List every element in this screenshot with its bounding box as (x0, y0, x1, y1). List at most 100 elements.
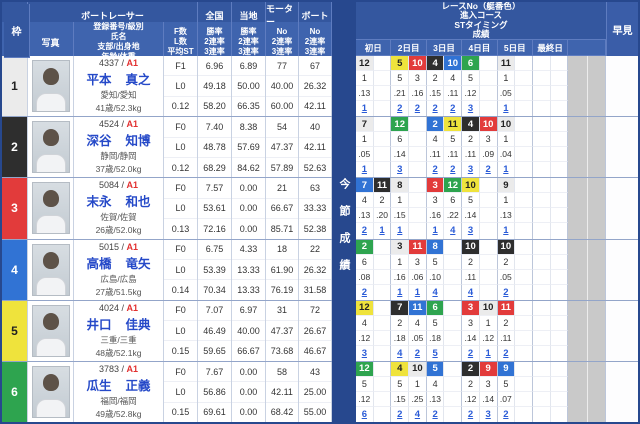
result-link[interactable]: 3 (485, 409, 491, 420)
result-cell (374, 101, 392, 117)
name-first: 和也 (125, 195, 151, 210)
result-link[interactable]: 4 (432, 286, 438, 298)
st-timing-cell (479, 269, 498, 285)
racer-name-link[interactable]: 深谷 知博 (86, 130, 150, 149)
quick-view-header: 早見 (606, 2, 638, 56)
race-no-cell: 4 (426, 56, 445, 72)
race-no-cell (479, 56, 498, 72)
race-no-cell (479, 239, 498, 255)
racer-name-link[interactable]: 末永 和也 (86, 191, 150, 210)
entry-course-cell: 4 (409, 315, 427, 331)
entry-course-cell (479, 193, 498, 209)
result-link[interactable]: 1 (397, 225, 403, 237)
race-no-cell: 10 (462, 178, 480, 194)
result-link[interactable]: 1 (503, 103, 509, 115)
motor-stats: 31 47.37 73.68 (266, 300, 299, 361)
racer-name-link[interactable]: 平本 真之 (86, 69, 150, 88)
result-link[interactable]: 2 (467, 347, 474, 359)
boat-stats: 67 26.32 42.11 (299, 56, 332, 117)
result-link[interactable]: 1 (361, 103, 367, 115)
result-link[interactable]: 1 (361, 164, 367, 176)
result-link[interactable]: 1 (379, 225, 385, 237)
registration-class: 3783 / A1 (99, 364, 138, 374)
result-link[interactable]: 2 (432, 164, 438, 176)
race-no-cell: 8 (426, 239, 445, 255)
result-link[interactable]: 1 (485, 347, 491, 359)
result-link[interactable]: 2 (450, 103, 456, 115)
result-link[interactable]: 1 (432, 225, 438, 237)
entry-course-cell: 6 (391, 132, 410, 148)
national-stats: 6.96 49.18 58.20 (198, 56, 232, 117)
registration-class: 4524 / A1 (99, 119, 138, 129)
result-link[interactable]: 2 (503, 409, 509, 420)
right-body: 12 5 10 4 10 6 11 1 5 3 2 4 5 1.13.21.16.15.11.12.05 1… (356, 56, 638, 422)
race-no-cell: 11 (409, 239, 427, 255)
age-weight: 48歳/52.1kg (95, 347, 142, 358)
result-link[interactable]: 1 (414, 286, 421, 298)
racer-row: 5 4024 / A1 井口 佳典 三重/三重 48歳/52.1kg F0 L0 0.15 7.0… (2, 300, 332, 362)
result-link[interactable]: 3 (467, 103, 474, 115)
boat-stats-value: 26.32 (299, 76, 331, 97)
result-link[interactable]: 2 (432, 409, 438, 420)
result-link[interactable]: 3 (397, 164, 403, 176)
race-no-cell: 10 (479, 300, 498, 316)
result-link[interactable]: 3 (467, 164, 474, 176)
entry-course-cell: 5 (391, 376, 410, 392)
result-link[interactable]: 4 (414, 409, 421, 420)
result-link[interactable]: 3 (467, 225, 474, 237)
race-no-cell (515, 178, 533, 194)
racer-name-link[interactable]: 高橋 竜矢 (86, 253, 150, 272)
result-link[interactable]: 3 (361, 347, 367, 359)
photo-head-shape (42, 190, 59, 208)
st-timing-cell (532, 269, 551, 285)
day-header-2: 2日目 (391, 40, 427, 56)
result-link[interactable]: 2 (485, 164, 491, 176)
result-link[interactable]: 2 (361, 225, 367, 237)
st-timing-cell (515, 330, 533, 346)
photo-head-shape (42, 68, 59, 86)
name-first: 真之 (125, 73, 151, 88)
result-link[interactable]: 4 (467, 286, 474, 298)
entry-course-cell: 2 (462, 254, 480, 270)
result-link[interactable]: 2 (414, 103, 421, 115)
race-no-cell: 7 (356, 117, 374, 133)
unscheduled-column (568, 300, 606, 362)
result-link[interactable]: 2 (414, 347, 421, 359)
race-no-cell: 9 (497, 178, 516, 194)
entry-course-cell (550, 254, 569, 270)
result-link[interactable]: 2 (467, 409, 474, 420)
result-link[interactable]: 2 (361, 286, 367, 298)
racer-name-link[interactable]: 井口 佳典 (86, 314, 150, 333)
entry-course-cell (444, 315, 463, 331)
fl-st-cell: F0 L0 0.14 (164, 239, 198, 300)
result-link[interactable]: 2 (503, 286, 509, 298)
name-last: 末永 (86, 195, 112, 210)
result-cell (533, 101, 551, 117)
result-link[interactable]: 2 (503, 347, 509, 359)
racer-name-link[interactable]: 瓜生 正義 (86, 375, 150, 394)
result-cell: 2 (498, 406, 516, 422)
st-timing-cell (409, 208, 427, 224)
result-link[interactable]: 4 (450, 225, 456, 237)
result-link[interactable]: 1 (503, 225, 509, 237)
st-timing-cell (515, 147, 533, 163)
result-link[interactable]: 6 (361, 409, 367, 420)
left-panel: ボートレーサー 全国 当地 モーター ボート 写真 登録番号/級別 氏名 支部/… (2, 2, 332, 422)
entry-course-cell (550, 71, 569, 87)
motor-stats-value: 58 (266, 362, 298, 383)
result-link[interactable]: 1 (397, 286, 403, 298)
result-link[interactable]: 5 (432, 347, 438, 359)
registration-number: 4524 (98, 119, 119, 130)
result-link[interactable]: 2 (397, 409, 403, 420)
result-cell: 4 (462, 284, 480, 300)
st-timing-cell: .05 (409, 330, 427, 346)
result-link[interactable]: 2 (397, 103, 403, 115)
result-link[interactable]: 2 (432, 103, 438, 115)
unscheduled-column (568, 117, 606, 178)
motor-stats-value: 31 (266, 301, 298, 322)
result-link[interactable]: 1 (503, 164, 509, 176)
result-link[interactable]: 4 (397, 347, 403, 359)
result-link[interactable]: 2 (450, 164, 456, 176)
entry-course-cell (444, 376, 463, 392)
